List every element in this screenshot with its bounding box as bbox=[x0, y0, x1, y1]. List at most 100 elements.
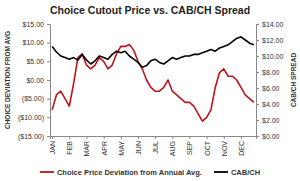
tick: APR bbox=[101, 136, 108, 155]
tick-mark bbox=[121, 136, 122, 139]
tick-label: $5.00 bbox=[26, 58, 44, 65]
tick-label: $12.00 bbox=[262, 37, 284, 44]
tick: ($5.00) bbox=[22, 95, 50, 103]
tick-label: ($15.00) bbox=[18, 133, 44, 141]
tick: $10.00 bbox=[256, 53, 284, 60]
tick: ($15.00) bbox=[18, 133, 50, 141]
legend-item: Choice Price Deviation from Annual Avg. bbox=[40, 168, 202, 177]
tick-label: MAR bbox=[83, 141, 90, 157]
tick-mark bbox=[47, 99, 50, 100]
legend-label: Choice Price Deviation from Annual Avg. bbox=[57, 168, 202, 177]
tick-mark bbox=[155, 136, 156, 139]
tick-mark bbox=[172, 136, 173, 139]
tick: $5.00 bbox=[26, 58, 50, 65]
tick-label: $0.00 bbox=[262, 133, 280, 140]
tick-label: NOV bbox=[221, 141, 228, 157]
tick-label: $10.00 bbox=[262, 53, 284, 60]
tick: $6.00 bbox=[256, 85, 280, 92]
tick-mark bbox=[47, 80, 50, 81]
tick-mark bbox=[256, 40, 259, 41]
tick-mark bbox=[224, 136, 225, 139]
legend: Choice Price Deviation from Annual Avg. C… bbox=[40, 168, 260, 177]
tick: ($10.00) bbox=[18, 114, 50, 122]
tick-label: JUL bbox=[152, 141, 159, 154]
tick-mark bbox=[47, 61, 50, 62]
tick-mark bbox=[256, 24, 259, 25]
x-axis: JAN FEB MAR APR MAY JUN JUL AUG SEP OCT NOV DEC bbox=[49, 136, 256, 157]
tick: $12.00 bbox=[256, 37, 284, 44]
tick-mark bbox=[86, 136, 87, 139]
tick-label: APR bbox=[101, 141, 108, 155]
series-line bbox=[52, 45, 254, 122]
legend-item: CAB/CH bbox=[214, 168, 260, 177]
tick-mark bbox=[256, 56, 259, 57]
legend-key bbox=[214, 171, 228, 173]
tick-mark bbox=[256, 104, 259, 105]
tick-label: OCT bbox=[204, 140, 211, 156]
tick-label: ($10.00) bbox=[18, 114, 44, 122]
tick: $15.00 bbox=[23, 21, 50, 28]
tick: DEC bbox=[238, 136, 245, 156]
tick: $8.00 bbox=[256, 69, 280, 76]
tick-mark bbox=[69, 136, 70, 139]
tick: FEB bbox=[66, 136, 73, 155]
tick-mark bbox=[241, 136, 242, 139]
legend-label: CAB/CH bbox=[231, 168, 260, 177]
tick: NOV bbox=[221, 136, 228, 156]
chart-title: Choice Cutout Price vs. CAB/CH Spread bbox=[50, 4, 250, 16]
tick: JAN bbox=[49, 136, 56, 154]
y-axis: ($15.00) ($10.00) ($5.00) $0.00 $5.00 $10.00 $… bbox=[18, 21, 51, 141]
tick-label: $6.00 bbox=[262, 85, 280, 92]
tick-label: JAN bbox=[49, 141, 56, 154]
y2-axis-title: CAB/CH SPREAD bbox=[290, 53, 297, 107]
tick-label: FEB bbox=[66, 141, 73, 155]
tick-mark bbox=[52, 136, 53, 139]
tick-mark bbox=[256, 120, 259, 121]
tick-label: $15.00 bbox=[23, 21, 45, 28]
tick-mark bbox=[189, 136, 190, 139]
tick: MAR bbox=[83, 136, 90, 157]
tick-mark bbox=[47, 24, 50, 25]
tick: $10.00 bbox=[23, 39, 50, 46]
y-axis-title: CHOICE DEVIATION FROM AVG bbox=[4, 31, 11, 129]
tick: $14.00 bbox=[256, 21, 284, 28]
y2-axis: $0.00 $2.00 $4.00 $6.00 $8.00 $10.00 $12.00 $14… bbox=[256, 21, 284, 140]
tick: AUG bbox=[169, 136, 176, 156]
tick-mark bbox=[256, 72, 259, 73]
axis-line bbox=[51, 137, 257, 140]
tick-label: $10.00 bbox=[23, 39, 45, 46]
tick-label: DEC bbox=[238, 141, 245, 156]
legend-key bbox=[40, 171, 54, 173]
tick-mark bbox=[104, 136, 105, 139]
tick: JUN bbox=[135, 136, 142, 155]
axis-line bbox=[47, 25, 51, 137]
tick-label: JUN bbox=[135, 141, 142, 155]
tick-mark bbox=[138, 136, 139, 139]
tick: OCT bbox=[204, 136, 211, 156]
tick: $2.00 bbox=[256, 117, 280, 124]
tick-label: $0.00 bbox=[26, 77, 44, 84]
tick-label: $2.00 bbox=[262, 117, 280, 124]
tick-mark bbox=[47, 136, 50, 137]
tick-mark bbox=[256, 88, 259, 89]
axis-line bbox=[257, 25, 260, 137]
tick-label: $4.00 bbox=[262, 101, 280, 108]
tick-mark bbox=[207, 136, 208, 139]
tick: $0.00 bbox=[256, 133, 280, 140]
tick-label: AUG bbox=[169, 141, 176, 156]
tick-mark bbox=[47, 43, 50, 44]
tick-label: MAY bbox=[118, 141, 125, 156]
tick-label: $14.00 bbox=[262, 21, 284, 28]
tick: $4.00 bbox=[256, 101, 280, 108]
chart: Choice Cutout Price vs. CAB/CH Spread ($1… bbox=[0, 0, 300, 181]
tick: MAY bbox=[118, 136, 125, 156]
tick-label: SEP bbox=[186, 141, 193, 155]
tick: $0.00 bbox=[26, 77, 50, 84]
plot-area bbox=[52, 37, 254, 121]
tick-mark bbox=[47, 117, 50, 118]
tick: JUL bbox=[152, 136, 159, 153]
series-line bbox=[52, 37, 254, 67]
tick-label: $8.00 bbox=[262, 69, 280, 76]
tick: SEP bbox=[186, 136, 193, 155]
tick-label: ($5.00) bbox=[22, 95, 44, 103]
